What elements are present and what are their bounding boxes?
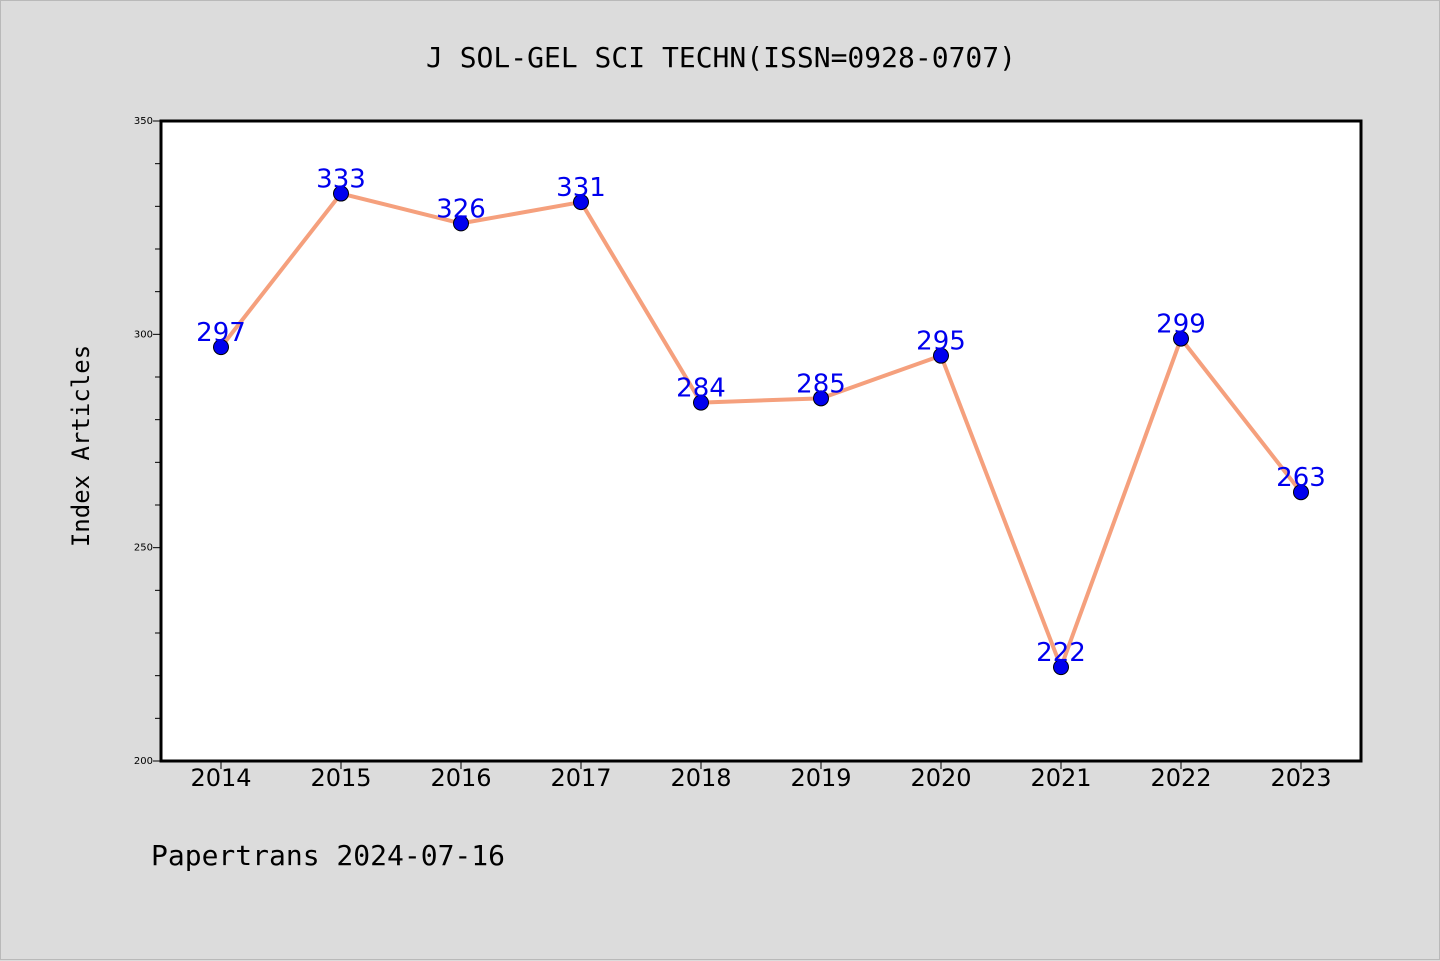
data-point-2016 [453, 215, 469, 232]
footer-credit: Papertrans 2024-07-16 [151, 839, 505, 872]
y-axis: 200 250 300 350 [134, 116, 161, 767]
chart-title: J SOL-GEL SCI TECHN(ISSN=0928-0707) [426, 41, 1016, 74]
data-point-2017 [573, 194, 589, 211]
x-tick-label: 2019 [790, 764, 851, 792]
data-label-2018: 284 [676, 374, 726, 404]
x-tick-label: 2023 [1270, 764, 1331, 792]
data-point-2022 [1173, 330, 1189, 347]
y-axis-label: Index Articles [67, 345, 95, 547]
series-group: 297 333 326 331 284 285 295 222 299 263 [196, 165, 1326, 676]
data-label-2023: 263 [1276, 463, 1326, 493]
x-tick-label: 2020 [910, 764, 971, 792]
data-label-2020: 295 [916, 327, 966, 357]
plot-area [159, 119, 1363, 763]
data-point-2014 [213, 339, 229, 356]
y-tick-label: 300 [134, 329, 153, 340]
data-point-2018 [693, 394, 709, 411]
data-point-2021 [1053, 659, 1069, 676]
series-line [219, 191, 1303, 670]
x-tick-label: 2014 [190, 764, 251, 792]
data-label-2016: 326 [436, 194, 486, 224]
data-label-2014: 297 [196, 318, 246, 348]
x-tick-label: 2015 [310, 764, 371, 792]
data-point-2020 [933, 347, 949, 364]
data-point-2023 [1293, 484, 1309, 501]
x-tick-label: 2018 [670, 764, 731, 792]
y-tick-label: 250 [134, 543, 153, 554]
x-tick-label: 2017 [550, 764, 611, 792]
data-label-2019: 285 [796, 369, 846, 399]
data-label-2022: 299 [1156, 310, 1206, 340]
data-point-2015 [333, 185, 349, 202]
x-tick-label: 2022 [1150, 764, 1211, 792]
data-label-2021: 222 [1036, 638, 1086, 668]
x-axis: 2014 2015 2016 2017 2018 2019 2020 2021 2022 2023 [190, 761, 1332, 792]
y-tick-label: 200 [134, 756, 153, 767]
data-label-2017: 331 [556, 173, 606, 203]
x-tick-label: 2016 [430, 764, 491, 792]
data-point-2019 [813, 390, 829, 407]
y-tick-label: 350 [134, 116, 153, 127]
data-label-2015: 333 [316, 165, 366, 195]
x-tick-label: 2021 [1030, 764, 1091, 792]
